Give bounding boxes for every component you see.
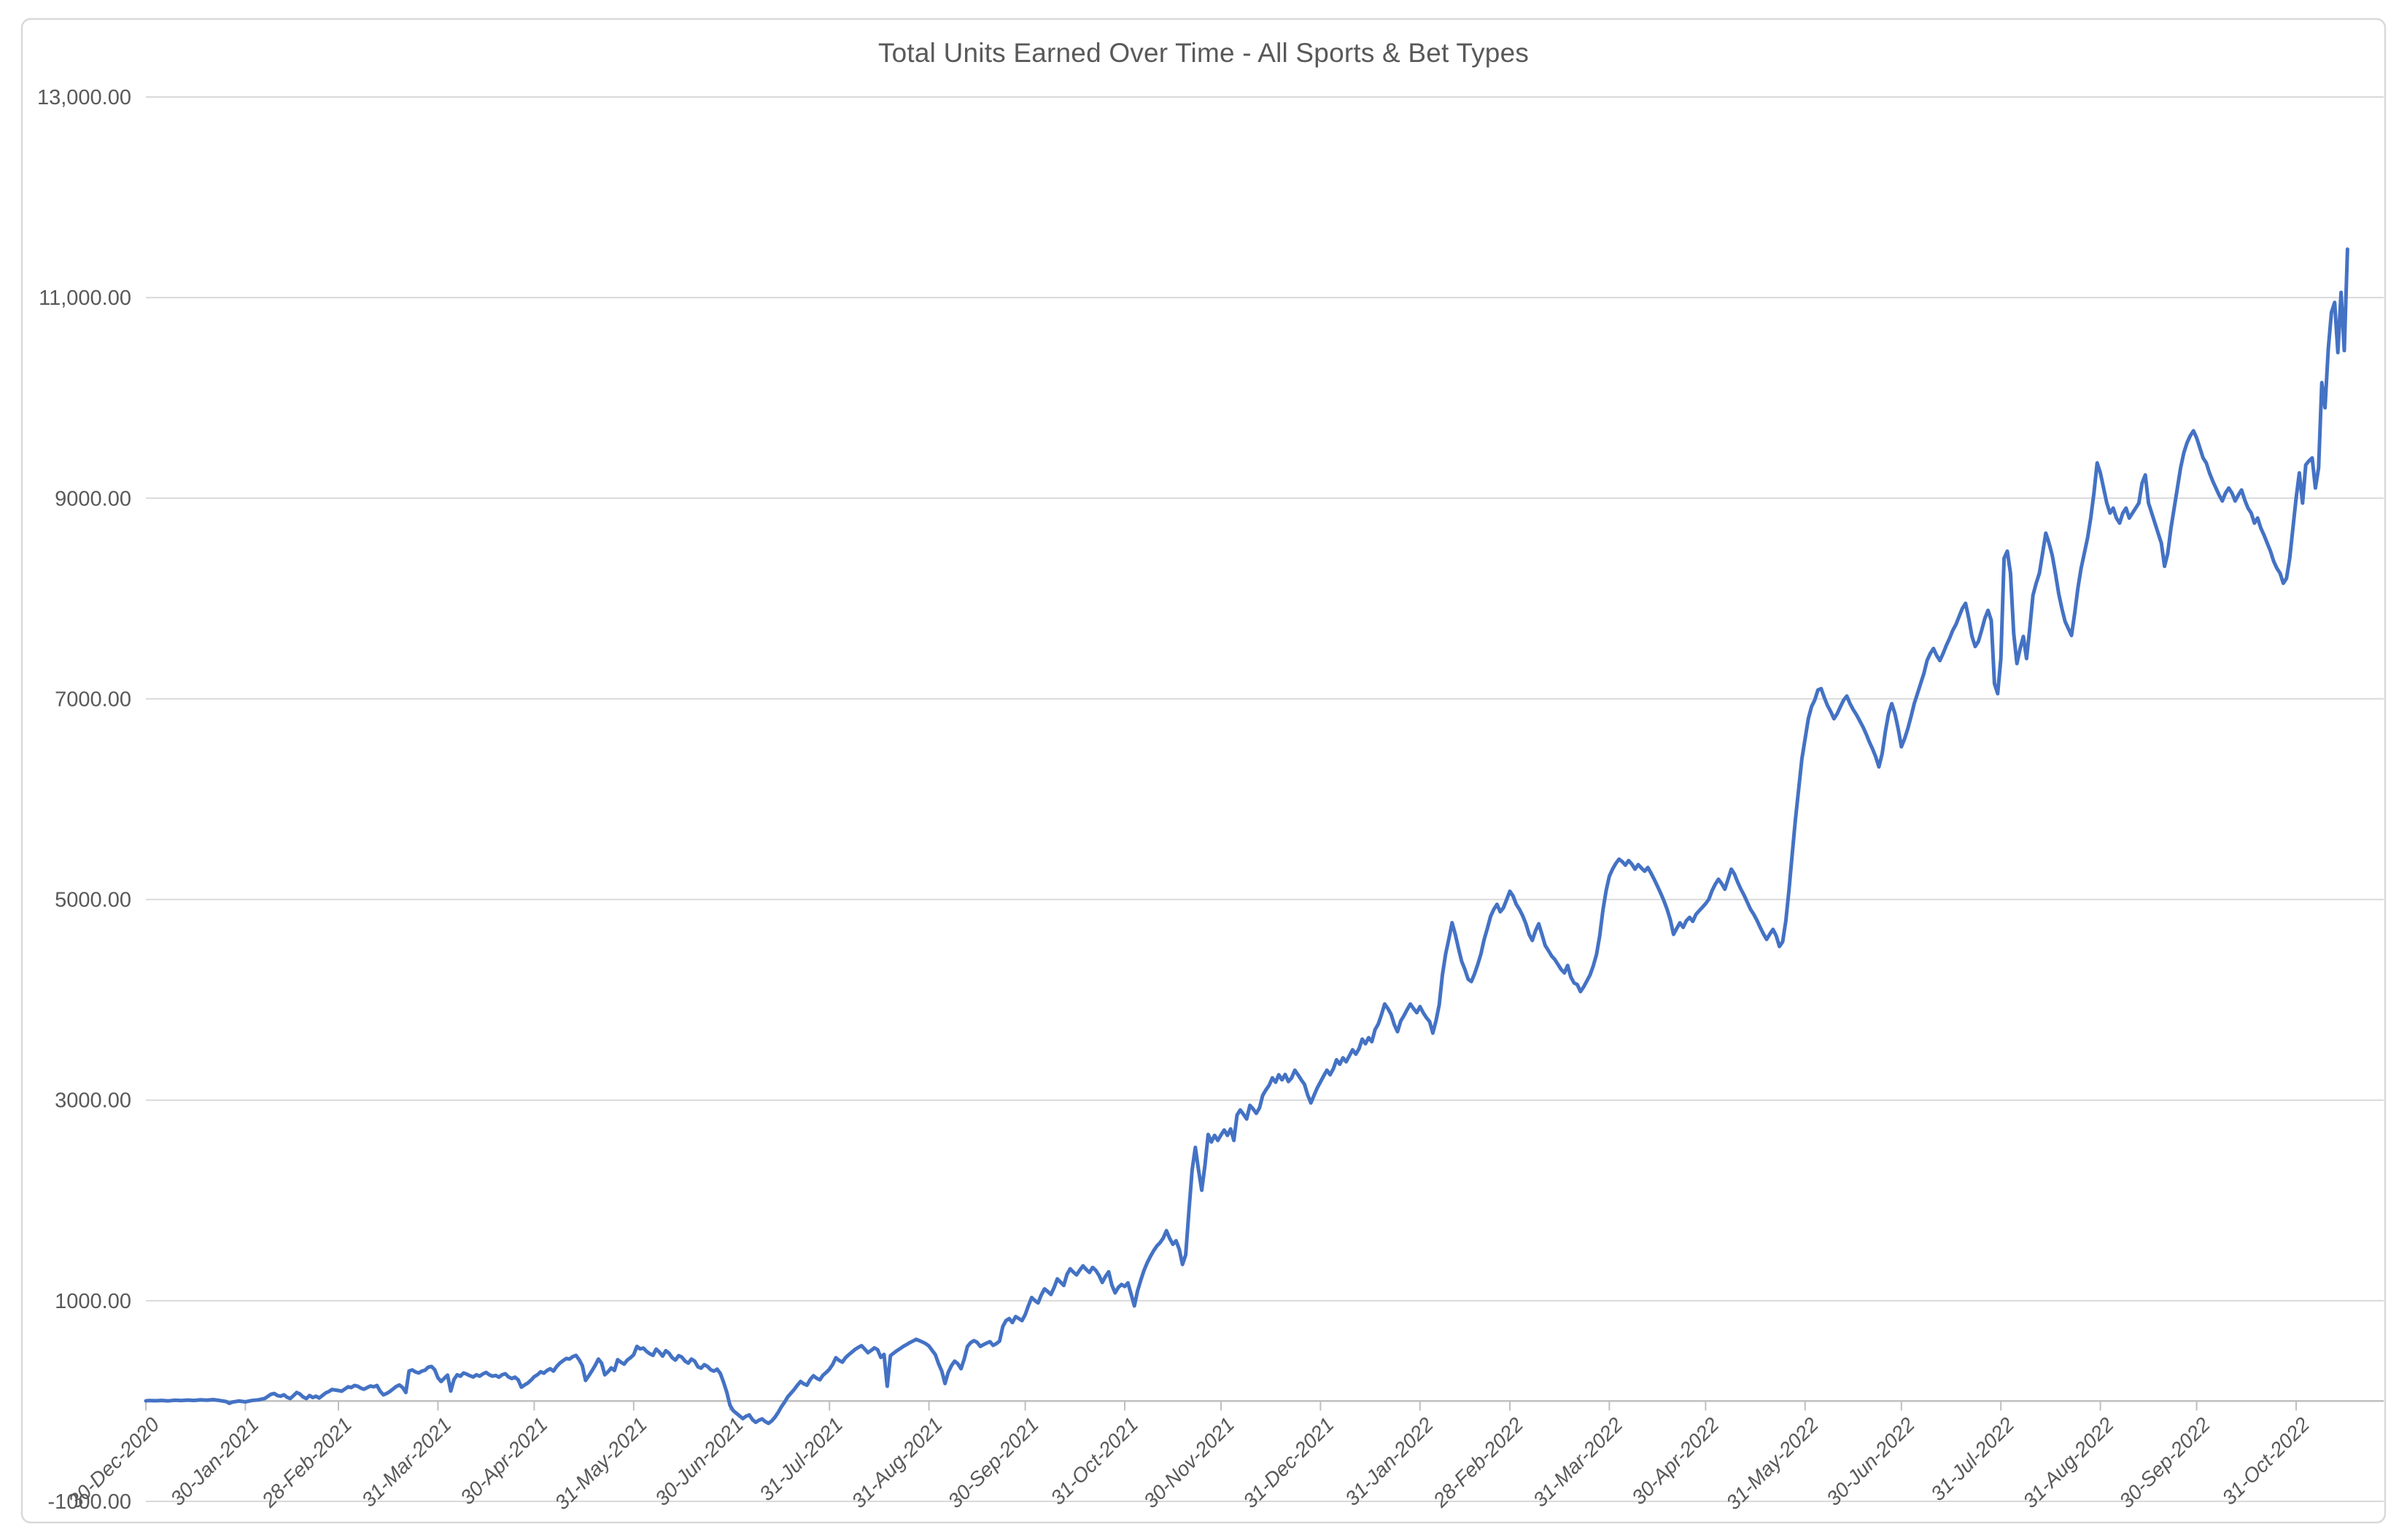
x-axis-label[interactable]: 31-Dec-2021 xyxy=(1239,1413,1338,1512)
x-axis-label[interactable]: 31-May-2021 xyxy=(550,1413,651,1514)
chart-border xyxy=(20,18,2387,1524)
x-axis-label[interactable]: 31-May-2022 xyxy=(1721,1412,1823,1514)
y-axis-label[interactable]: 9000.00 xyxy=(55,487,131,510)
x-axis-label[interactable]: 30-Jun-2021 xyxy=(651,1413,748,1510)
x-axis-label[interactable]: 30-Jun-2022 xyxy=(1822,1412,1919,1509)
y-axis-label[interactable]: -1000.00 xyxy=(48,1490,132,1514)
x-axis-label[interactable]: 28-Feb-2021 xyxy=(257,1413,356,1512)
x-axis-label[interactable]: 31-Jul-2021 xyxy=(755,1413,847,1505)
y-axis-label[interactable]: 5000.00 xyxy=(55,889,131,912)
y-axis-label[interactable]: 3000.00 xyxy=(55,1089,131,1113)
x-axis-label[interactable]: 28-Feb-2022 xyxy=(1428,1412,1527,1512)
x-axis-label[interactable]: 31-Mar-2021 xyxy=(357,1413,456,1512)
x-axis-label[interactable]: 31-Oct-2022 xyxy=(2217,1412,2314,1509)
x-axis-label[interactable]: 31-Mar-2022 xyxy=(1529,1412,1627,1511)
x-axis-label[interactable]: 31-Aug-2021 xyxy=(847,1413,946,1512)
x-axis-label[interactable]: 31-Oct-2021 xyxy=(1046,1413,1142,1509)
x-axis-label[interactable]: 30-Apr-2022 xyxy=(1627,1412,1724,1509)
x-axis-label[interactable]: 30-Jan-2021 xyxy=(166,1413,263,1510)
x-axis-label[interactable]: 31-Jul-2022 xyxy=(1926,1412,2019,1505)
x-axis-label[interactable]: 31-Aug-2022 xyxy=(2018,1412,2118,1512)
x-axis-label[interactable]: 30-Sep-2022 xyxy=(2115,1412,2214,1512)
chart-title[interactable]: Total Units Earned Over Time - All Sport… xyxy=(877,38,1530,68)
y-axis-label[interactable]: 7000.00 xyxy=(55,688,131,711)
x-axis-label[interactable]: 30-Apr-2021 xyxy=(456,1413,552,1509)
series-line-total-units[interactable] xyxy=(144,247,2349,1426)
x-axis-label[interactable]: 31-Jan-2022 xyxy=(1341,1412,1438,1509)
x-axis-label[interactable]: 30-Sep-2021 xyxy=(943,1413,1042,1512)
y-axis-label[interactable]: 13,000.00 xyxy=(37,86,131,109)
y-axis-label[interactable]: 1000.00 xyxy=(55,1290,131,1313)
y-axis-label[interactable]: 11,000.00 xyxy=(39,287,131,310)
x-axis-label[interactable]: 30-Nov-2021 xyxy=(1139,1413,1239,1512)
